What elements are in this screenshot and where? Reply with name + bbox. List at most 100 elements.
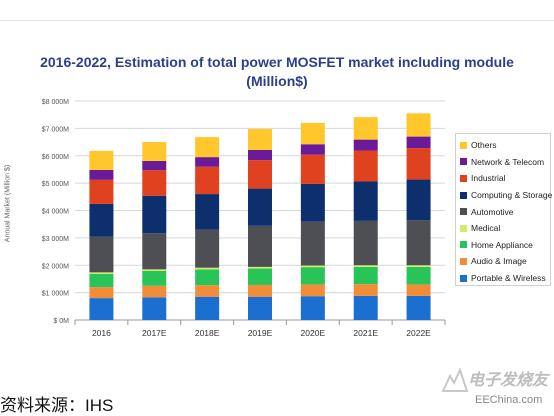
bar-segment xyxy=(300,122,325,145)
legend-item: Network & Telecom xyxy=(460,154,550,171)
bar-segment xyxy=(353,295,378,320)
bar-segment xyxy=(248,266,272,269)
bar-segment xyxy=(142,195,167,234)
bar-segment xyxy=(300,267,325,285)
bar-segment xyxy=(406,136,431,149)
y-tick-label: $8 000M xyxy=(42,99,69,106)
bar-segment xyxy=(142,285,167,298)
bar-segment xyxy=(353,117,378,140)
bar-segment xyxy=(300,144,325,155)
legend-swatch xyxy=(460,191,467,199)
legend-label: Automotive xyxy=(471,206,514,217)
legend-label: Network & Telecom xyxy=(471,156,545,167)
legend-item: Industrial xyxy=(460,170,550,187)
legend-swatch xyxy=(460,208,467,216)
x-tick-label: 2018E xyxy=(195,328,220,338)
bar-segment xyxy=(406,284,431,296)
legend-swatch xyxy=(460,241,467,249)
bar-segment xyxy=(406,220,431,266)
y-tick-label: $1 000M xyxy=(42,291,69,298)
bar-segment xyxy=(300,154,325,184)
legend-label: Medical xyxy=(471,223,501,234)
bar-segment xyxy=(89,274,114,288)
bar-segment xyxy=(142,297,167,320)
y-tick-label: $7 000M xyxy=(42,126,69,133)
legend-swatch xyxy=(460,224,467,232)
bar-segment xyxy=(406,295,431,320)
bar-segment xyxy=(142,170,167,196)
chart-title: 2016-2022, Estimation of total power MOS… xyxy=(40,54,514,70)
bar-segment xyxy=(195,267,220,270)
bar-segment xyxy=(142,233,167,270)
bar-segment xyxy=(353,181,378,221)
bar-segment xyxy=(300,265,325,268)
top-divider xyxy=(0,20,554,21)
bar-segment xyxy=(300,284,325,297)
bar-segment xyxy=(89,179,114,204)
bar-segment xyxy=(248,225,272,267)
bar-segment xyxy=(195,296,220,320)
watermark-chinese-text: 电子发烧友 xyxy=(468,372,549,389)
source-caption: 资料来源：IHS xyxy=(0,396,114,415)
y-tick-label: $ 0M xyxy=(53,318,69,325)
legend-item: Audio & Image xyxy=(460,253,550,270)
bar-segment xyxy=(248,284,272,297)
legend-label: Others xyxy=(471,140,497,151)
x-tick-label: 2019E xyxy=(248,328,273,338)
y-tick-label: $6 000M xyxy=(42,154,69,161)
bar-segment xyxy=(195,157,220,167)
bar-segment xyxy=(248,150,272,161)
y-tick-label: $4 000M xyxy=(42,209,69,216)
bar-segment xyxy=(353,220,378,266)
bar-segment xyxy=(195,285,220,297)
bar-segment xyxy=(89,272,114,275)
bar-segment xyxy=(248,128,272,151)
bar-segment xyxy=(195,166,220,195)
bar-segment xyxy=(195,194,220,230)
legend-label: Home Appliance xyxy=(471,239,533,250)
watermark-site-text: EEChina.com xyxy=(475,394,543,406)
legend-swatch xyxy=(460,141,467,149)
bar-segment xyxy=(142,160,167,171)
bar-segment xyxy=(89,203,114,237)
x-tick-label: 2020E xyxy=(301,328,326,338)
x-tick-label: 2022E xyxy=(406,328,431,338)
legend-item: Medical xyxy=(460,220,550,237)
bar-segment xyxy=(406,265,431,267)
bar-segment xyxy=(406,113,431,137)
bar-segment xyxy=(248,268,272,285)
bar-segment xyxy=(89,236,114,273)
x-tick-label: 2016 xyxy=(92,328,111,338)
bar-segment xyxy=(195,229,220,268)
bar-segment xyxy=(142,142,167,161)
legend-label: Computing & Storage xyxy=(471,190,553,201)
bar-segment xyxy=(248,188,272,226)
legend-swatch xyxy=(460,257,467,265)
x-tick-label: 2017E xyxy=(142,328,167,338)
legend-label: Portable & Wireless xyxy=(471,273,546,284)
legend-label: Industrial xyxy=(471,173,506,184)
watermark-logo-icon xyxy=(441,367,469,392)
bar-segment xyxy=(142,270,167,286)
chart-subtitle: (Million$) xyxy=(246,73,308,89)
bar-segment xyxy=(195,269,220,286)
bar-segment xyxy=(89,298,114,320)
bar-segment xyxy=(353,139,378,151)
bar-segment xyxy=(353,284,378,296)
watermark: 电子发烧友 EEChina.com xyxy=(440,364,552,410)
bar-segment xyxy=(353,150,378,182)
bar-segment xyxy=(300,296,325,320)
bar-segment xyxy=(89,150,114,170)
y-tick-label: $3 000M xyxy=(42,236,69,243)
bar-segment xyxy=(142,269,167,271)
bar-segment xyxy=(248,296,272,320)
bar-segment xyxy=(353,266,378,285)
bar-segment xyxy=(300,221,325,266)
bar-segment xyxy=(353,265,378,267)
legend-item: Computing & Storage xyxy=(460,187,553,204)
bar-segment xyxy=(248,160,272,189)
legend-label: Audio & Image xyxy=(471,256,527,267)
legend-item: Home Appliance xyxy=(460,237,550,254)
legend-item: Automotive xyxy=(460,203,550,220)
